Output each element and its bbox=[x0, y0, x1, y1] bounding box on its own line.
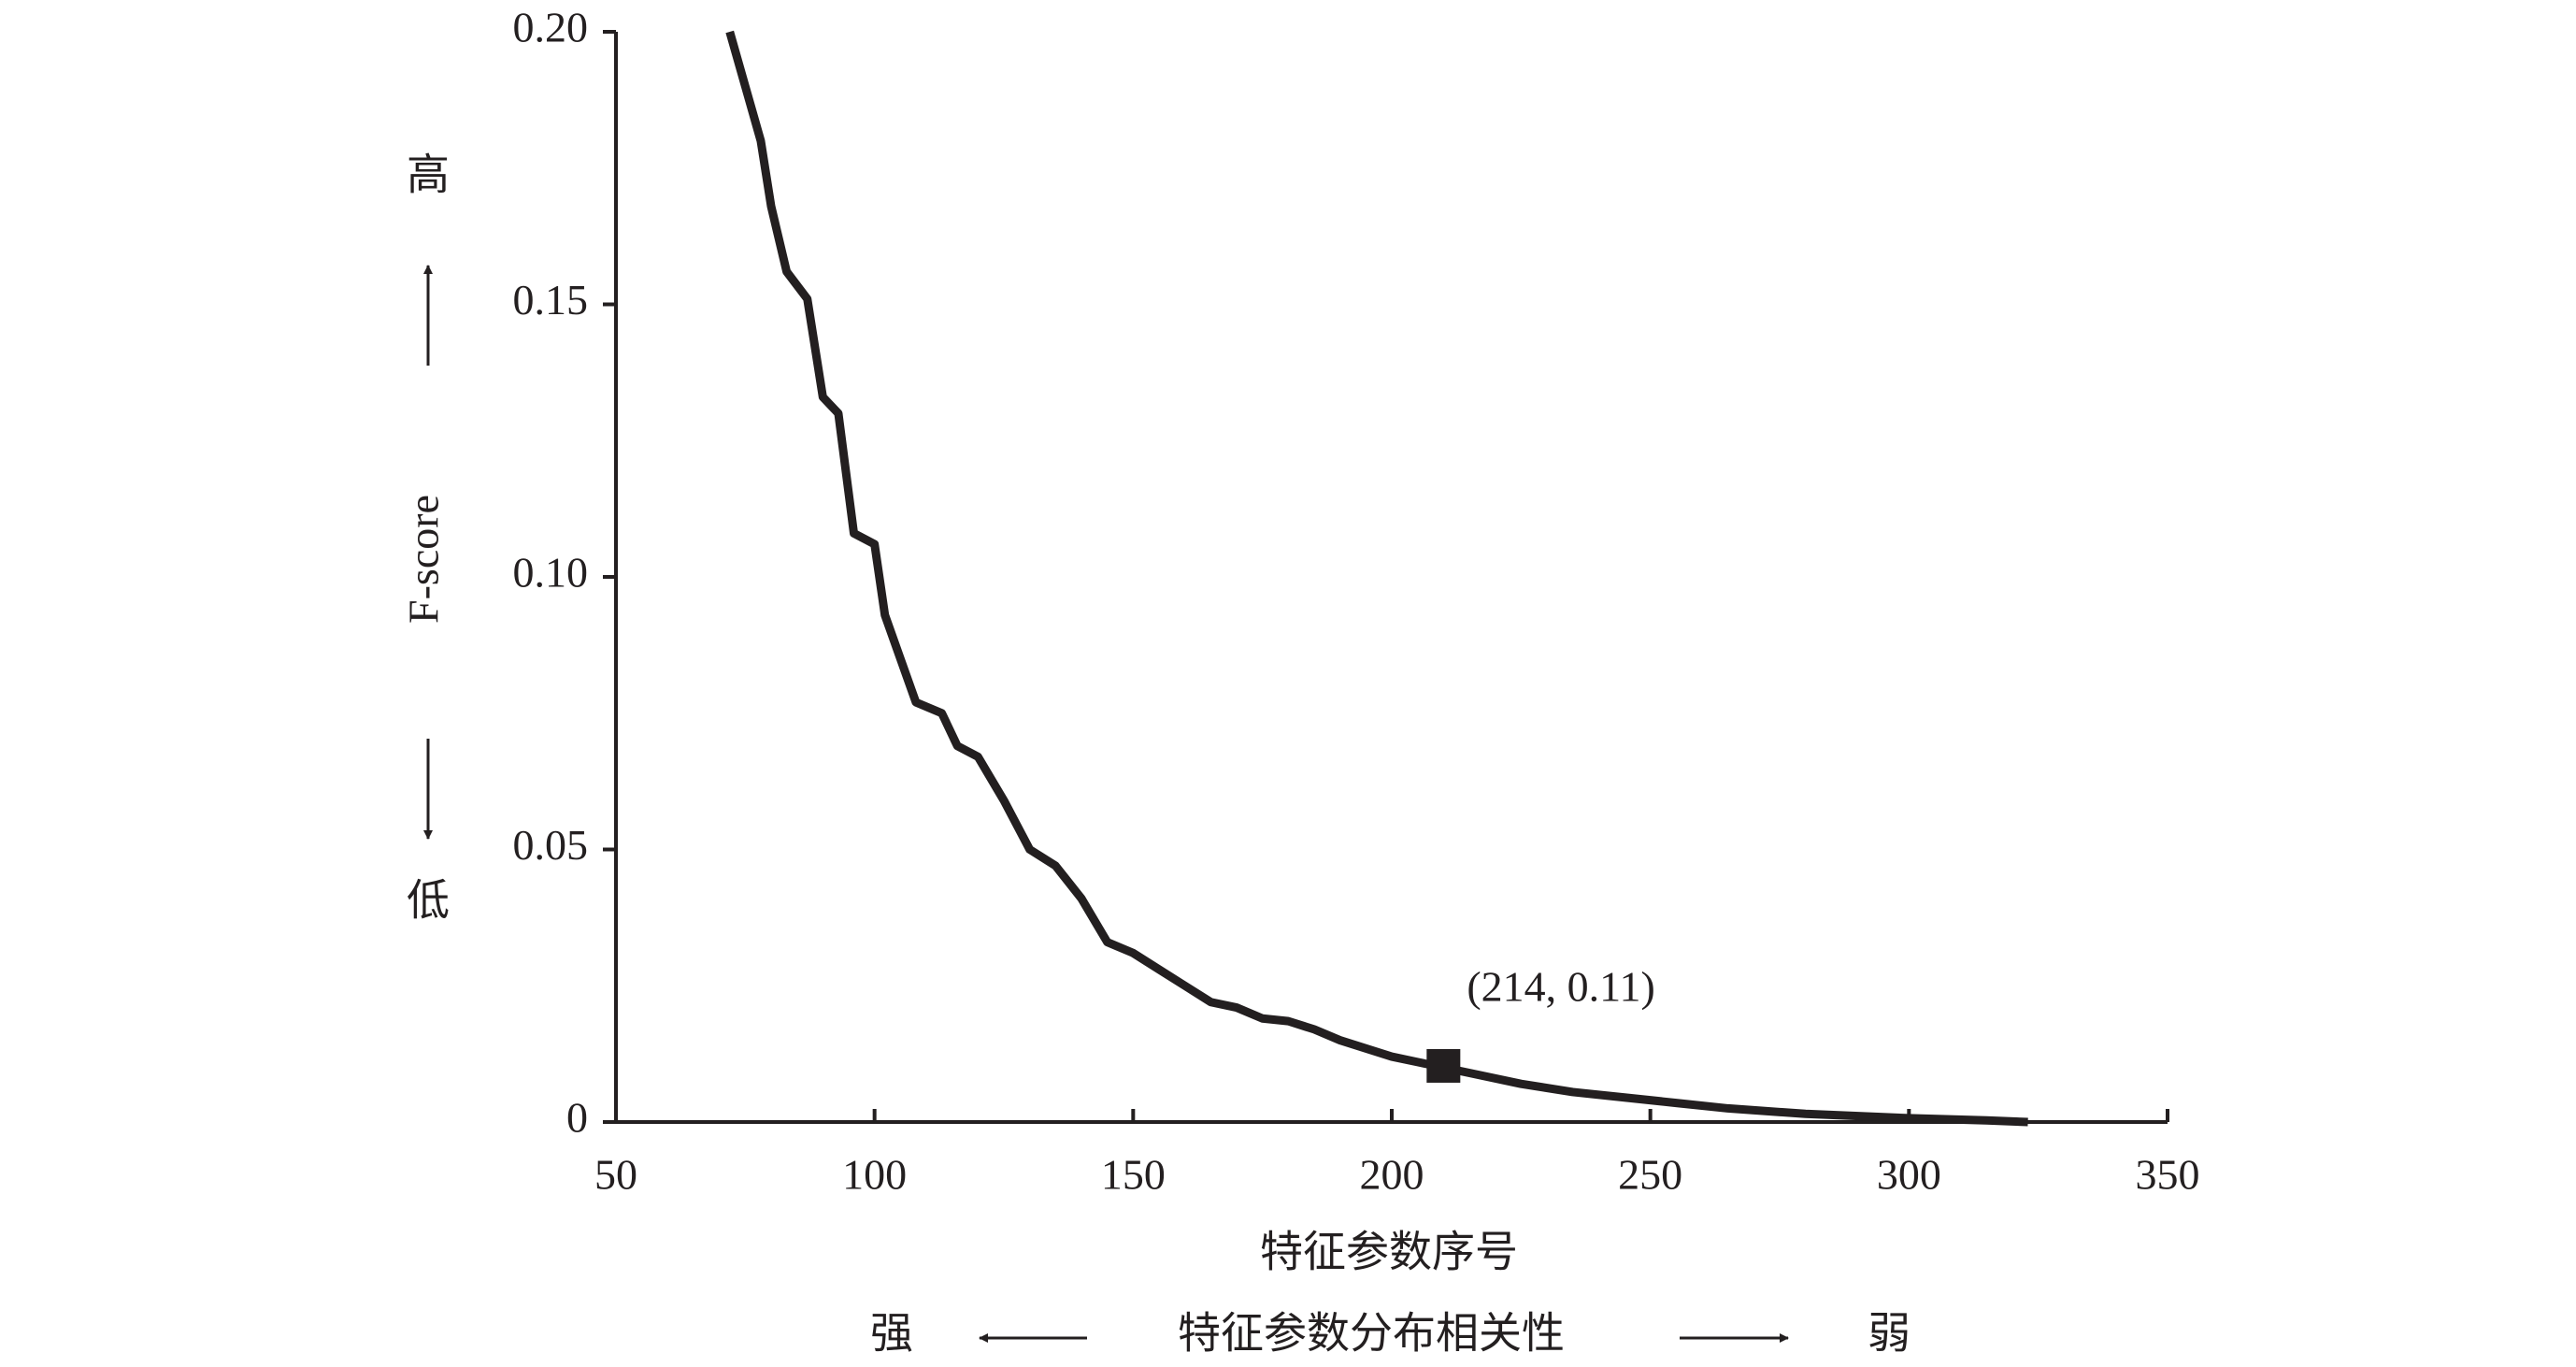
y-high-label: 高 bbox=[407, 151, 450, 199]
x-tick-label: 350 bbox=[2136, 1151, 2200, 1199]
x-weak-label: 弱 bbox=[1868, 1310, 1911, 1358]
x-tick-label: 50 bbox=[594, 1151, 637, 1199]
x-tick-label: 100 bbox=[842, 1151, 907, 1199]
x-strong-label: 强 bbox=[870, 1310, 913, 1358]
x-axis-label: 特征参数序号 bbox=[1260, 1229, 1518, 1276]
x-tick-label: 200 bbox=[1360, 1151, 1424, 1199]
annotation: (214, 0.11) bbox=[1467, 963, 1654, 1011]
x-tick-label: 150 bbox=[1101, 1151, 1166, 1199]
data-line bbox=[725, 30, 2028, 1127]
highlight-marker bbox=[1426, 1048, 1461, 1083]
y-tick-label: 0.20 bbox=[513, 4, 589, 51]
y-tick-label: 0.15 bbox=[513, 276, 589, 324]
y-tick-label: 0 bbox=[566, 1094, 588, 1142]
y-axis-label: F-score bbox=[400, 495, 448, 624]
y-tick-label: 0.05 bbox=[513, 821, 589, 869]
y-tick-label: 0.10 bbox=[513, 549, 589, 597]
x-relation-label: 特征参数分布相关性 bbox=[1178, 1310, 1565, 1358]
x-tick-label: 300 bbox=[1877, 1151, 1941, 1199]
y-low-label: 低 bbox=[407, 877, 450, 925]
x-tick-label: 250 bbox=[1618, 1151, 1682, 1199]
